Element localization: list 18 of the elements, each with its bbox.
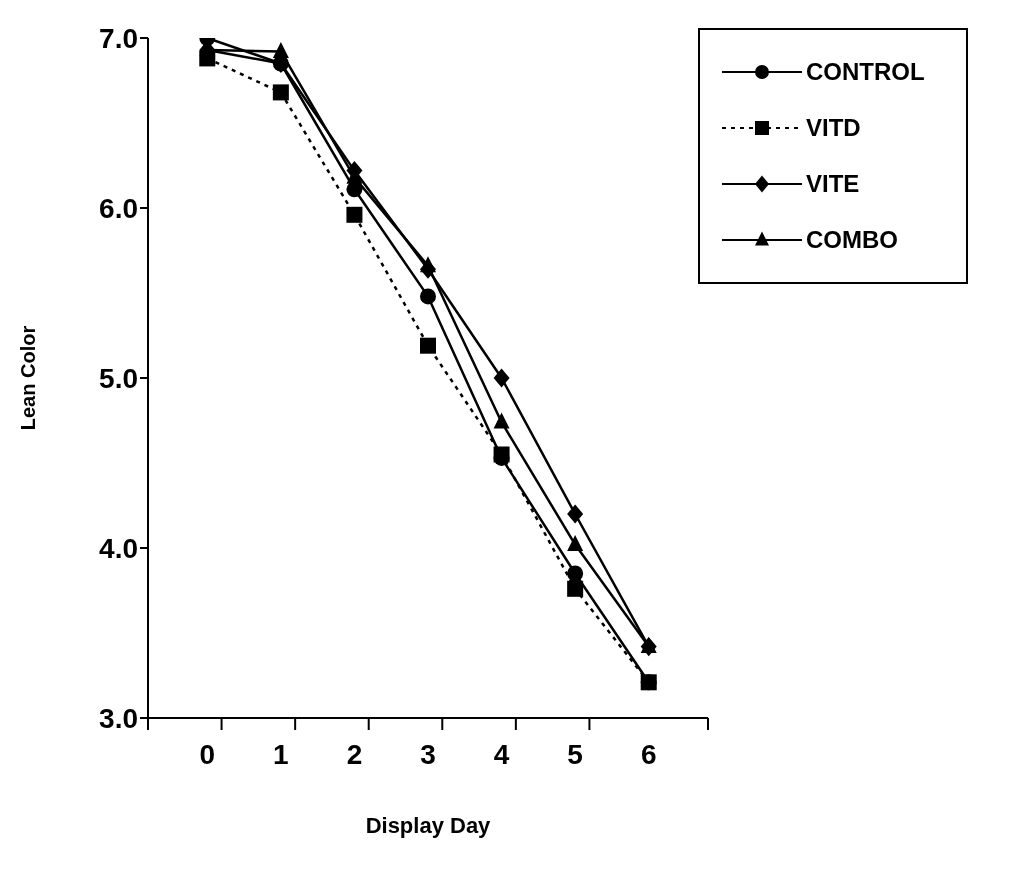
x-tick-label: 1 [273,739,289,770]
x-tick-label: 0 [199,739,216,770]
x-axis-title: Display Day [365,813,492,838]
legend-label: CONTROL [806,58,925,86]
legend-label: VITE [806,170,860,198]
x-tick-label: 4 [493,739,510,770]
y-tick-label: 7.0 [99,22,138,54]
legend-label: VITD [806,114,861,142]
x-tick-label: 5 [567,739,583,770]
y-tick-label: 6.0 [99,192,138,224]
legend-label: COMBO [806,226,898,254]
y-tick-label: 5.0 [99,362,138,394]
x-tick-label: 2 [346,739,363,770]
y-axis-title: Lean Color [17,325,40,431]
y-tick-label: 4.0 [99,532,138,564]
y-tick-label: 3.0 [99,702,138,734]
x-tick-label: 6 [640,739,657,770]
x-tick-label: 3 [420,739,436,770]
